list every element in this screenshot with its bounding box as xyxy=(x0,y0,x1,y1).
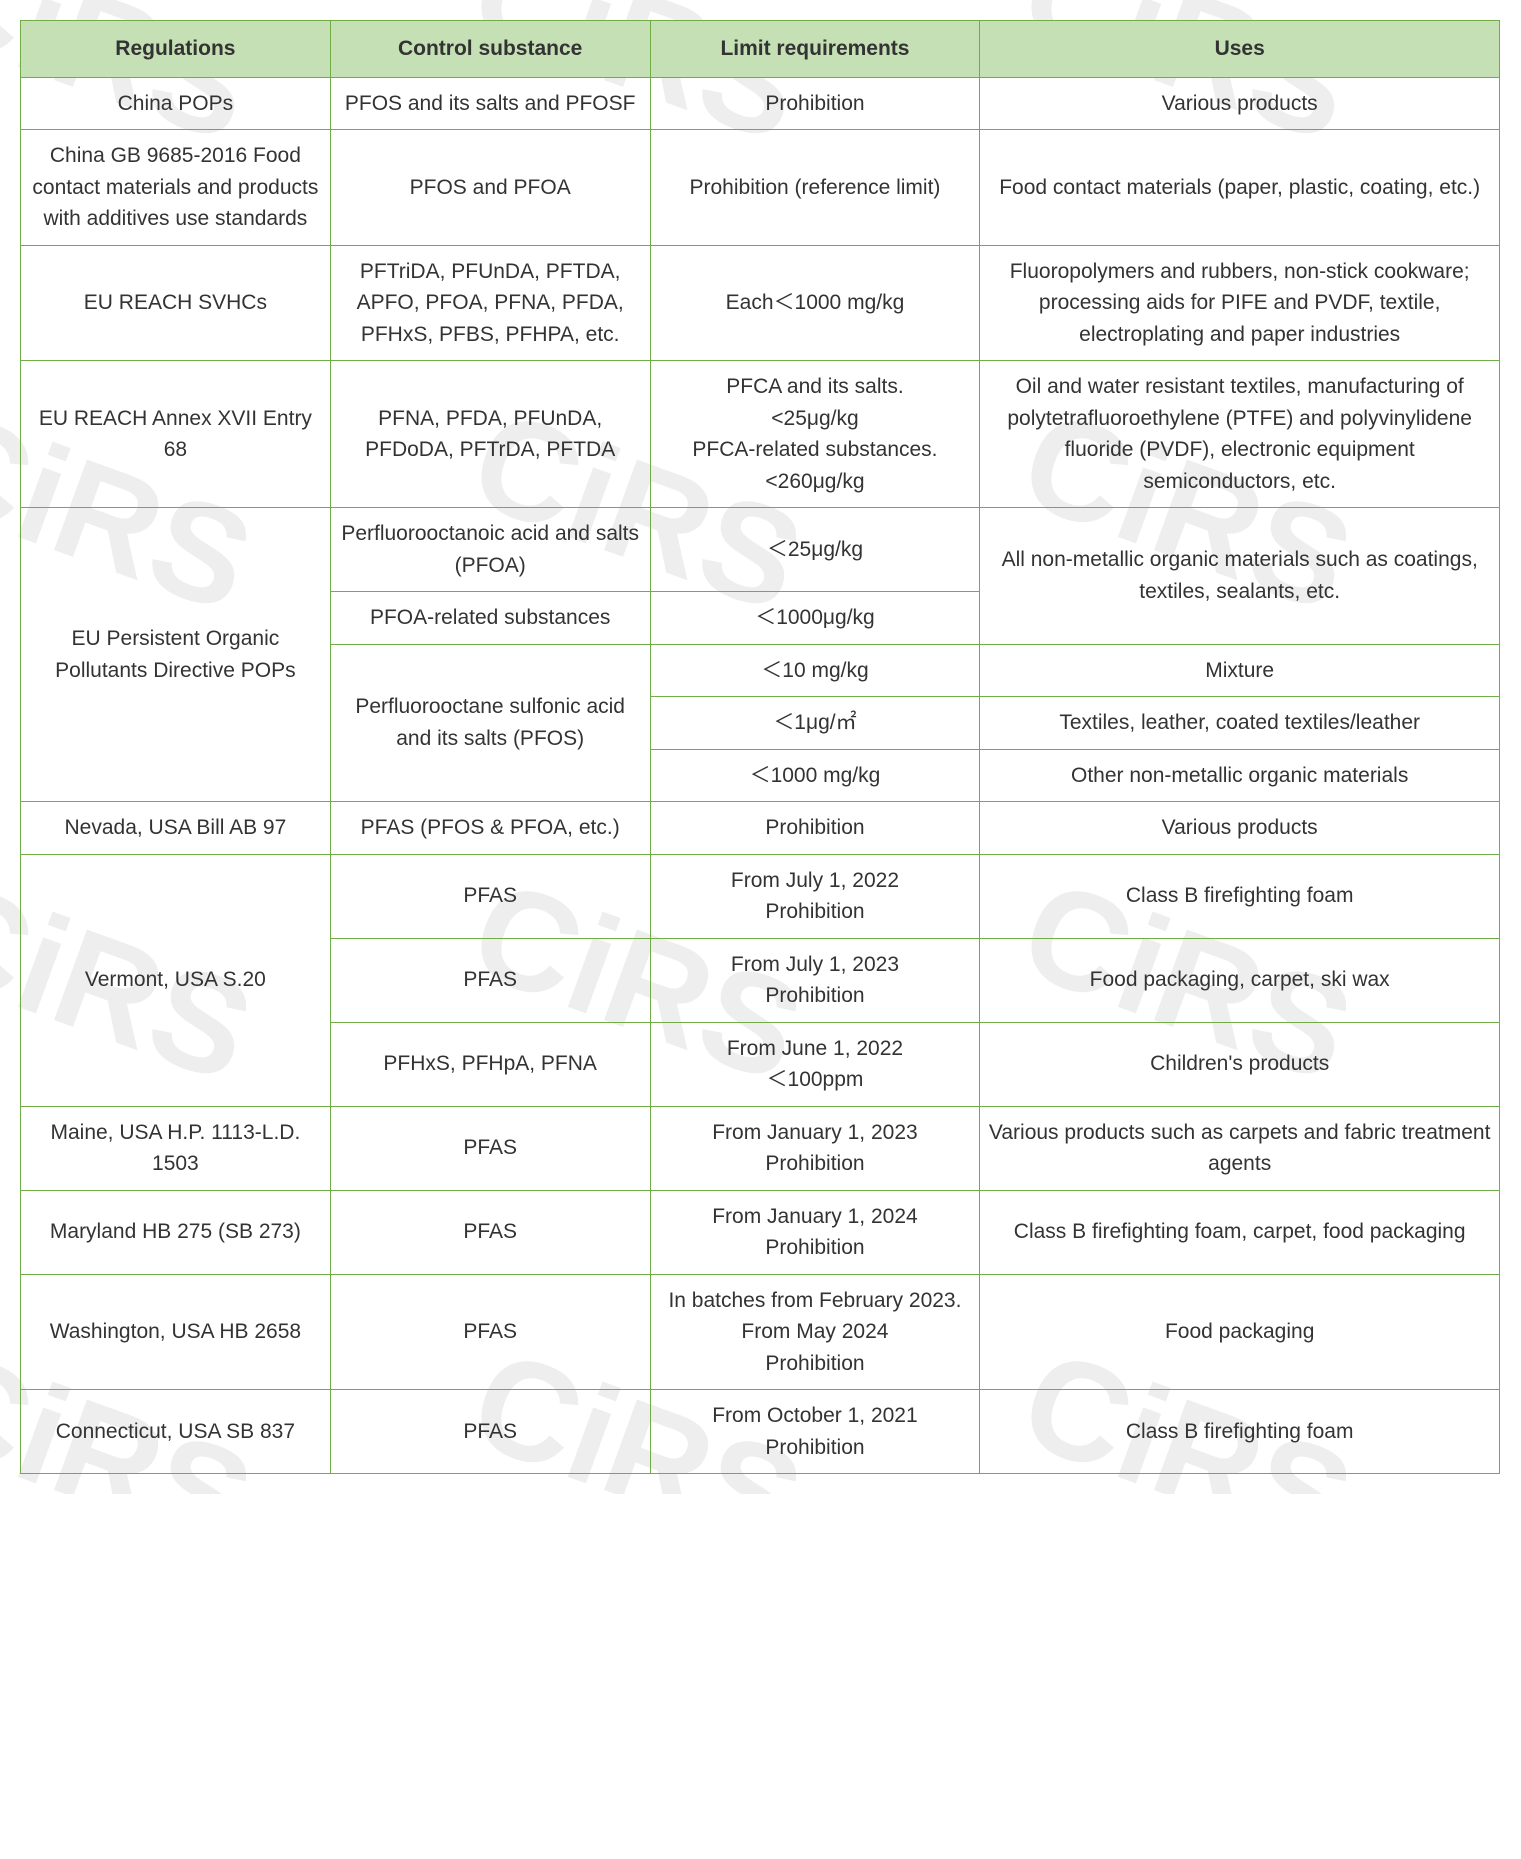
cell: From July 1, 2023Prohibition xyxy=(650,938,980,1022)
cell: Connecticut, USA SB 837 xyxy=(21,1390,331,1474)
cell: PFTriDA, PFUnDA, PFTDA, APFO, PFOA, PFNA… xyxy=(330,245,650,361)
cell: EU Persistent Organic Pollutants Directi… xyxy=(21,508,331,802)
cell: PFAS xyxy=(330,1106,650,1190)
cell: Vermont, USA S.20 xyxy=(21,854,331,1106)
cell: PFOS and its salts and PFOSF xyxy=(330,77,650,130)
table-row: EU REACH SVHCs PFTriDA, PFUnDA, PFTDA, A… xyxy=(21,245,1500,361)
cell: Food packaging xyxy=(980,1274,1500,1390)
cell: In batches from February 2023.From May 2… xyxy=(650,1274,980,1390)
cell: PFOA-related substances xyxy=(330,592,650,645)
cell: Other non-metallic organic materials xyxy=(980,749,1500,802)
cell: Washington, USA HB 2658 xyxy=(21,1274,331,1390)
cell: ＜10 mg/kg xyxy=(650,644,980,697)
cell: Textiles, leather, coated textiles/leath… xyxy=(980,697,1500,750)
cell: ＜1000 mg/kg xyxy=(650,749,980,802)
cell: PFAS xyxy=(330,1190,650,1274)
cell: ＜1μg/㎡ xyxy=(650,697,980,750)
cell: Maine, USA H.P. 1113-L.D. 1503 xyxy=(21,1106,331,1190)
cell: PFAS xyxy=(330,1390,650,1474)
regulations-table: Regulations Control substance Limit requ… xyxy=(20,20,1500,1474)
col-header-regulations: Regulations xyxy=(21,21,331,78)
table-row: Washington, USA HB 2658 PFAS In batches … xyxy=(21,1274,1500,1390)
cell: China GB 9685-2016 Food contact material… xyxy=(21,130,331,246)
cell: Prohibition xyxy=(650,77,980,130)
cell: Various products xyxy=(980,77,1500,130)
table-row: Connecticut, USA SB 837 PFAS From Octobe… xyxy=(21,1390,1500,1474)
cell: From July 1, 2022Prohibition xyxy=(650,854,980,938)
table-row: Maine, USA H.P. 1113-L.D. 1503 PFAS From… xyxy=(21,1106,1500,1190)
cell: Each＜1000 mg/kg xyxy=(650,245,980,361)
cell: Perfluorooctane sulfonic acid and its sa… xyxy=(330,644,650,802)
table-row: Vermont, USA S.20 PFAS From July 1, 2022… xyxy=(21,854,1500,938)
cell: Prohibition xyxy=(650,802,980,855)
cell: EU REACH Annex XVII Entry 68 xyxy=(21,361,331,508)
table-row: EU REACH Annex XVII Entry 68 PFNA, PFDA,… xyxy=(21,361,1500,508)
table-row: Nevada, USA Bill AB 97 PFAS (PFOS & PFOA… xyxy=(21,802,1500,855)
cell: ＜25μg/kg xyxy=(650,508,980,592)
cell: Mixture xyxy=(980,644,1500,697)
cell: Maryland HB 275 (SB 273) xyxy=(21,1190,331,1274)
cell: PFCA and its salts.<25μg/kgPFCA-related … xyxy=(650,361,980,508)
cell: From June 1, 2022＜100ppm xyxy=(650,1022,980,1106)
cell: China POPs xyxy=(21,77,331,130)
cell: PFAS xyxy=(330,1274,650,1390)
cell: Class B firefighting foam, carpet, food … xyxy=(980,1190,1500,1274)
cell: From January 1, 2024Prohibition xyxy=(650,1190,980,1274)
cell: Class B firefighting foam xyxy=(980,854,1500,938)
cell: PFAS xyxy=(330,854,650,938)
table-header-row: Regulations Control substance Limit requ… xyxy=(21,21,1500,78)
cell: PFOS and PFOA xyxy=(330,130,650,246)
cell: Various products xyxy=(980,802,1500,855)
cell: Perfluorooctanoic acid and salts (PFOA) xyxy=(330,508,650,592)
col-header-limit: Limit requirements xyxy=(650,21,980,78)
cell: PFAS (PFOS & PFOA, etc.) xyxy=(330,802,650,855)
cell: EU REACH SVHCs xyxy=(21,245,331,361)
cell: From January 1, 2023Prohibition xyxy=(650,1106,980,1190)
cell: All non-metallic organic materials such … xyxy=(980,508,1500,645)
cell: Food packaging, carpet, ski wax xyxy=(980,938,1500,1022)
cell: Oil and water resistant textiles, manufa… xyxy=(980,361,1500,508)
col-header-substance: Control substance xyxy=(330,21,650,78)
cell: Nevada, USA Bill AB 97 xyxy=(21,802,331,855)
col-header-uses: Uses xyxy=(980,21,1500,78)
cell: Children's products xyxy=(980,1022,1500,1106)
cell: From October 1, 2021Prohibition xyxy=(650,1390,980,1474)
cell: Prohibition (reference limit) xyxy=(650,130,980,246)
cell: Various products such as carpets and fab… xyxy=(980,1106,1500,1190)
cell: PFHxS, PFHpA, PFNA xyxy=(330,1022,650,1106)
cell: Food contact materials (paper, plastic, … xyxy=(980,130,1500,246)
table-row: China GB 9685-2016 Food contact material… xyxy=(21,130,1500,246)
cell: PFAS xyxy=(330,938,650,1022)
table-row: China POPs PFOS and its salts and PFOSF … xyxy=(21,77,1500,130)
cell: Class B firefighting foam xyxy=(980,1390,1500,1474)
cell: PFNA, PFDA, PFUnDA, PFDoDA, PFTrDA, PFTD… xyxy=(330,361,650,508)
cell: ＜1000μg/kg xyxy=(650,592,980,645)
table-row: EU Persistent Organic Pollutants Directi… xyxy=(21,508,1500,592)
cell: Fluoropolymers and rubbers, non-stick co… xyxy=(980,245,1500,361)
table-row: Maryland HB 275 (SB 273) PFAS From Janua… xyxy=(21,1190,1500,1274)
